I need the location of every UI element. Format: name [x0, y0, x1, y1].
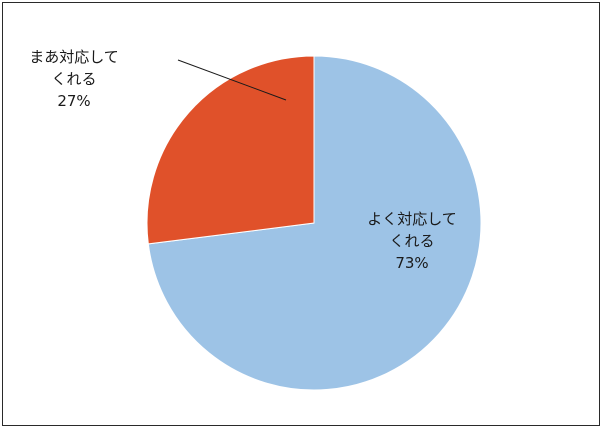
- slice-label-line1: よく対応して: [367, 210, 457, 228]
- pie-slice-1: [146, 55, 315, 245]
- pie-slices: [146, 55, 482, 391]
- slice-percent: 73%: [395, 254, 429, 272]
- slice-label-maa-taiou: まあ対応して くれる 27%: [10, 46, 138, 112]
- slice-label-line2: くれる: [51, 70, 97, 88]
- slice-label-line2: くれる: [389, 232, 435, 250]
- pie-slice-0: [147, 55, 482, 391]
- leader-line: [177, 59, 287, 101]
- slice-percent: 27%: [57, 92, 91, 110]
- slice-label-yoku-taiou: よく対応して くれる 73%: [352, 208, 472, 274]
- slice-label-line1: まあ対応して: [29, 48, 119, 66]
